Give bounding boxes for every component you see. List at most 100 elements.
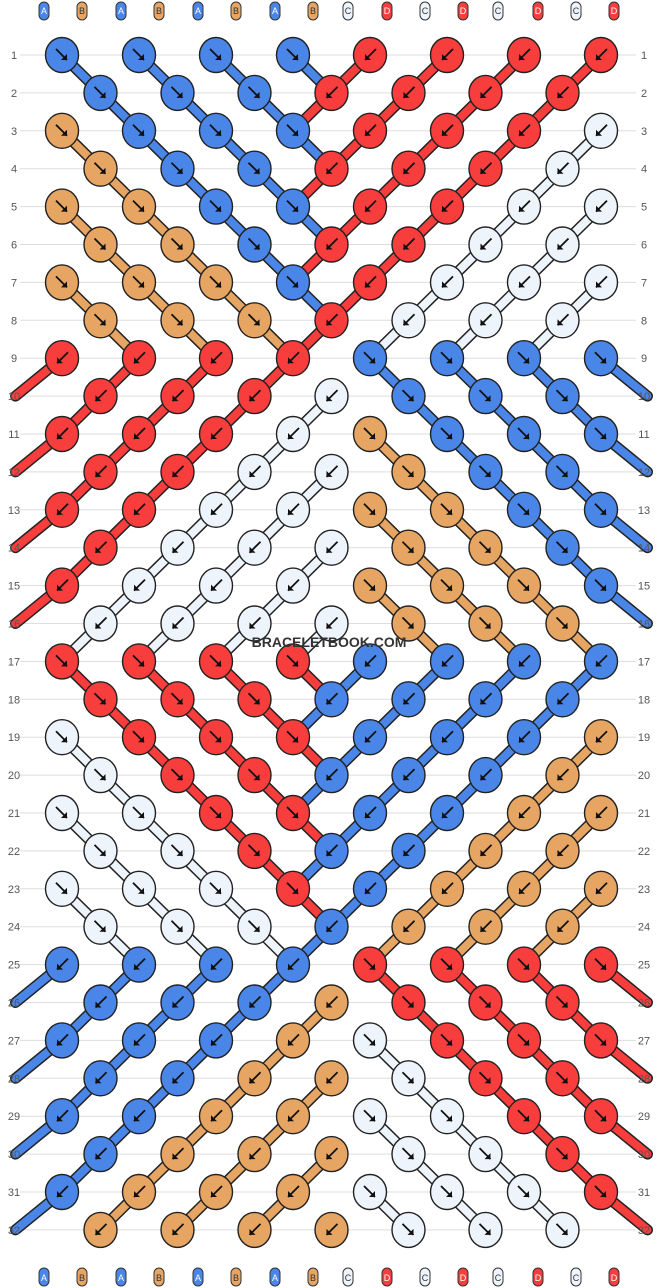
knot (160, 908, 195, 945)
arrow-head (172, 546, 179, 553)
arrow-head (95, 1001, 102, 1008)
arrow-head (365, 887, 371, 894)
arrow-head (134, 1115, 140, 1122)
row-number-left: 20 (8, 770, 20, 782)
arrow-head (442, 736, 448, 743)
knot (314, 681, 349, 718)
arrow-head (403, 243, 410, 250)
arrow-head (596, 812, 602, 818)
knot (275, 946, 311, 983)
arrow-head (407, 546, 414, 553)
string-label: B (233, 6, 239, 16)
arrow-head (215, 660, 221, 667)
knot (429, 340, 465, 377)
knot (314, 1135, 349, 1173)
knot (583, 1022, 619, 1059)
arrow-head (326, 1153, 333, 1160)
arrow-head (561, 395, 568, 402)
knot (506, 415, 542, 453)
row-number-right: 5 (641, 202, 647, 214)
knot (198, 340, 234, 377)
knot (314, 908, 349, 945)
string-label: C (573, 1273, 580, 1283)
arrow-head (138, 54, 144, 60)
arrow-head (57, 433, 63, 439)
row-number-left: 13 (8, 505, 20, 517)
knot (121, 340, 157, 377)
arrow-head (403, 319, 410, 326)
arrow-head (57, 357, 63, 364)
arrow-head (249, 1077, 256, 1084)
knot (352, 112, 388, 150)
knot (583, 1097, 619, 1135)
knot (44, 1097, 80, 1135)
arrow-head (172, 395, 179, 402)
arrow-head (176, 774, 183, 781)
knot (237, 150, 272, 187)
knot (429, 1173, 465, 1211)
knot (160, 453, 195, 491)
knot (198, 567, 234, 604)
string-label: B (233, 1273, 239, 1283)
knot (160, 605, 195, 642)
knot (583, 567, 619, 604)
arrow-head (523, 1115, 529, 1122)
knot (121, 491, 157, 528)
knot (275, 870, 311, 907)
string-tab-bottom (342, 1267, 354, 1287)
string-label: B (79, 6, 85, 16)
row-number-left: 32 (8, 1225, 20, 1237)
knot (391, 1135, 426, 1173)
string-tab-top (76, 1, 88, 21)
row-number-right: 3 (641, 126, 647, 138)
knot (352, 415, 388, 453)
knot (391, 832, 426, 870)
knot (198, 491, 234, 528)
knot (468, 529, 503, 566)
arrow-head (292, 660, 298, 667)
arrow-head (480, 91, 487, 98)
string-label: A (195, 6, 201, 16)
arrow-head (292, 54, 298, 60)
knot (275, 794, 311, 832)
knot (314, 302, 349, 339)
string-label: B (310, 1273, 316, 1283)
knot (314, 1211, 349, 1249)
knot (198, 1097, 234, 1135)
knot (44, 719, 80, 756)
row-number-left: 14 (8, 543, 20, 555)
knot (583, 1173, 619, 1211)
row-number-right: 17 (638, 656, 650, 668)
knot (198, 1022, 234, 1059)
row-number-right: 10 (638, 391, 650, 403)
knot (583, 340, 619, 377)
knot (468, 984, 503, 1021)
arrow-head (369, 1191, 375, 1197)
arrow-head (484, 1153, 491, 1160)
knot (198, 264, 234, 301)
arrow-head (253, 774, 260, 781)
row-number-right: 19 (638, 732, 650, 744)
knot (44, 264, 80, 301)
knot (160, 150, 195, 187)
arrow-head (442, 205, 448, 212)
arrow-head (57, 508, 63, 515)
knot (352, 491, 388, 528)
knot (545, 756, 580, 794)
arrow-head (95, 1228, 102, 1235)
arrow-head (403, 167, 410, 174)
arrow-head (403, 925, 410, 932)
arrow-head (596, 281, 602, 288)
arrow-head (403, 698, 410, 705)
knot (160, 832, 195, 870)
row-number-left: 10 (8, 391, 20, 403)
arrow-head (484, 470, 491, 477)
row-number-left: 21 (8, 808, 20, 820)
string-tab-top (492, 1, 504, 21)
knot (44, 112, 80, 150)
arrow-head (138, 205, 144, 212)
arrow-head (484, 1077, 491, 1084)
knot (545, 605, 580, 642)
arrow-head (326, 925, 333, 932)
arrow-head (557, 774, 564, 781)
